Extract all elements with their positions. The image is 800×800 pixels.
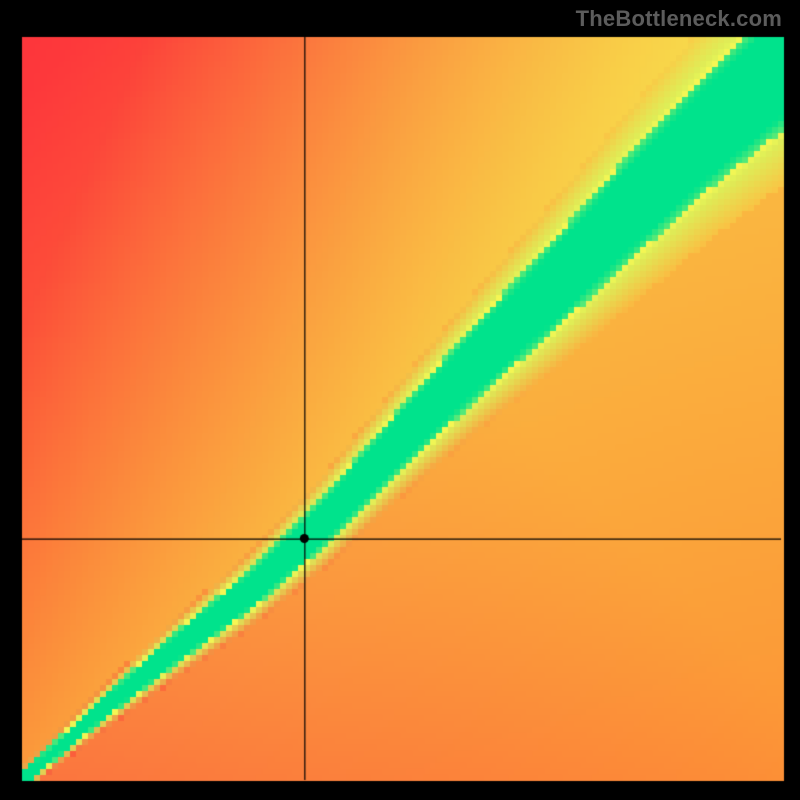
bottleneck-heatmap — [0, 0, 800, 800]
chart-container: { "watermark": { "text": "TheBottleneck.… — [0, 0, 800, 800]
watermark-text: TheBottleneck.com — [576, 6, 782, 32]
